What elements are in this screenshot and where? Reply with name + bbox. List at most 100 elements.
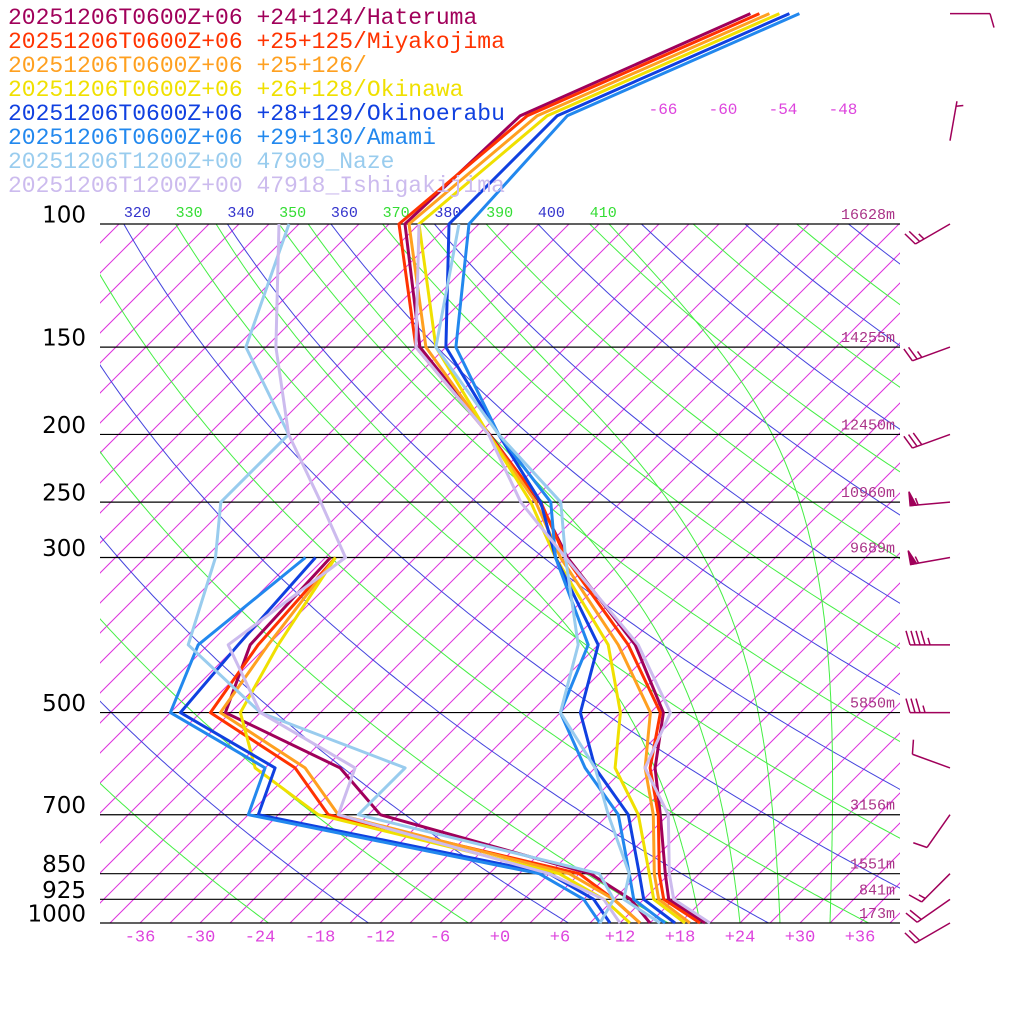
temperature-line — [444, 12, 791, 925]
isotherm — [679, 702, 900, 923]
isotherm — [649, 672, 900, 923]
isotherm — [920, 224, 1024, 923]
x-tick-label: -18 — [305, 928, 336, 947]
height-label: 12450m — [841, 417, 895, 434]
x-tick-label: -36 — [125, 928, 156, 947]
y-tick-label: 300 — [42, 536, 86, 562]
moist-adiabat — [608, 224, 834, 923]
x-tick-label: -24 — [245, 928, 276, 947]
wind-barb — [903, 346, 951, 362]
isotherm — [100, 224, 330, 454]
barb-full — [908, 230, 921, 243]
barb-full — [904, 932, 916, 944]
legend-entry: 20251206T0600Z+06 +25+125/Miyakojima — [8, 29, 505, 55]
isotherm-label: -60 — [709, 101, 738, 119]
dry-adiabat — [485, 224, 900, 560]
isotherm — [100, 224, 510, 634]
barb-staff — [921, 873, 951, 903]
isotherm — [100, 224, 480, 604]
x-tick-label: +24 — [725, 928, 756, 947]
isotherm — [100, 224, 180, 304]
barb-full — [907, 434, 918, 447]
barb-pennant — [908, 491, 918, 507]
barb-full — [910, 630, 916, 646]
wind-barb — [913, 814, 951, 849]
isotherm — [100, 224, 540, 664]
y-tick-label: 100 — [42, 203, 86, 229]
barb-full — [903, 435, 914, 449]
isotherm — [100, 224, 630, 754]
isotherm — [100, 224, 690, 814]
y-tick-label: 150 — [42, 326, 86, 352]
barb-full — [912, 432, 923, 446]
isotherm-label: -66 — [649, 101, 678, 119]
barb-full — [910, 698, 916, 713]
isotherm — [559, 582, 900, 923]
barb-full — [908, 894, 923, 903]
x-tick-label: +30 — [785, 928, 816, 947]
barb-staff — [926, 814, 951, 848]
isotherm — [100, 224, 720, 844]
wind-barb — [949, 101, 964, 141]
wind-barb — [904, 223, 951, 245]
height-label: 5850m — [850, 696, 895, 713]
legend-entry: 20251206T1200Z+00 47909_Naze — [8, 149, 394, 175]
isotherm — [409, 432, 900, 923]
barb-full — [915, 630, 921, 646]
theta-label: 330 — [176, 205, 203, 222]
barb-full — [920, 630, 926, 646]
wind-barb — [905, 630, 950, 646]
isotherm — [889, 912, 900, 923]
dewpoint-line — [226, 223, 622, 924]
y-tick-label: 925 — [42, 878, 86, 904]
barb-full — [911, 739, 915, 755]
theta-label: 320 — [124, 205, 151, 222]
y-tick-label: 500 — [42, 691, 86, 717]
isotherm — [769, 792, 900, 923]
isotherm — [100, 224, 780, 904]
isotherm — [950, 224, 1024, 923]
wind-barb — [907, 550, 951, 566]
dry-adiabat — [899, 224, 900, 225]
barb-half — [956, 104, 964, 107]
height-label: 14255m — [841, 330, 895, 347]
temperature-line — [434, 223, 661, 925]
dry-adiabat — [744, 224, 900, 347]
isotherm — [739, 762, 900, 923]
x-tick-label: +18 — [665, 928, 696, 947]
dry-adiabat — [588, 224, 900, 473]
barb-half — [916, 351, 923, 358]
x-tick-label: -30 — [185, 928, 216, 947]
height-label: 841m — [859, 882, 895, 899]
height-label: 16628m — [841, 207, 895, 224]
y-tick-label: 700 — [42, 793, 86, 819]
barb-half — [927, 637, 931, 646]
barb-full — [908, 929, 921, 942]
barb-full — [904, 233, 916, 245]
isotherm — [100, 224, 240, 364]
legend-entry: 20251206T0600Z+06 +25+126/ — [8, 53, 367, 79]
wind-barb — [908, 873, 951, 903]
wind-barb — [905, 698, 950, 714]
isotherm — [100, 224, 450, 574]
temperature-line — [417, 12, 781, 925]
isotherm — [0, 224, 29, 923]
theta-label: 340 — [227, 205, 254, 222]
isotherm-label: -48 — [829, 101, 858, 119]
profiles — [168, 12, 801, 925]
x-tick-label: +36 — [845, 928, 876, 947]
legend-entry: 20251206T0600Z+06 +24+124/Hateruma — [8, 5, 477, 31]
legend-entry: 20251206T0600Z+06 +28+129/Okinoerabu — [8, 101, 505, 127]
wind-barb — [908, 491, 951, 507]
barb-half — [918, 894, 926, 900]
y-tick-label: 250 — [42, 481, 86, 507]
barb-staff — [914, 223, 951, 245]
dry-adiabat — [795, 224, 900, 306]
theta-label: 360 — [331, 205, 358, 222]
height-label: 173m — [859, 906, 895, 923]
isotherm — [139, 224, 840, 923]
legend: 20251206T0600Z+06 +24+124/Hateruma202512… — [8, 5, 505, 199]
x-tick-label: +12 — [605, 928, 636, 947]
x-tick-label: +0 — [490, 928, 510, 947]
isotherm — [439, 462, 900, 923]
